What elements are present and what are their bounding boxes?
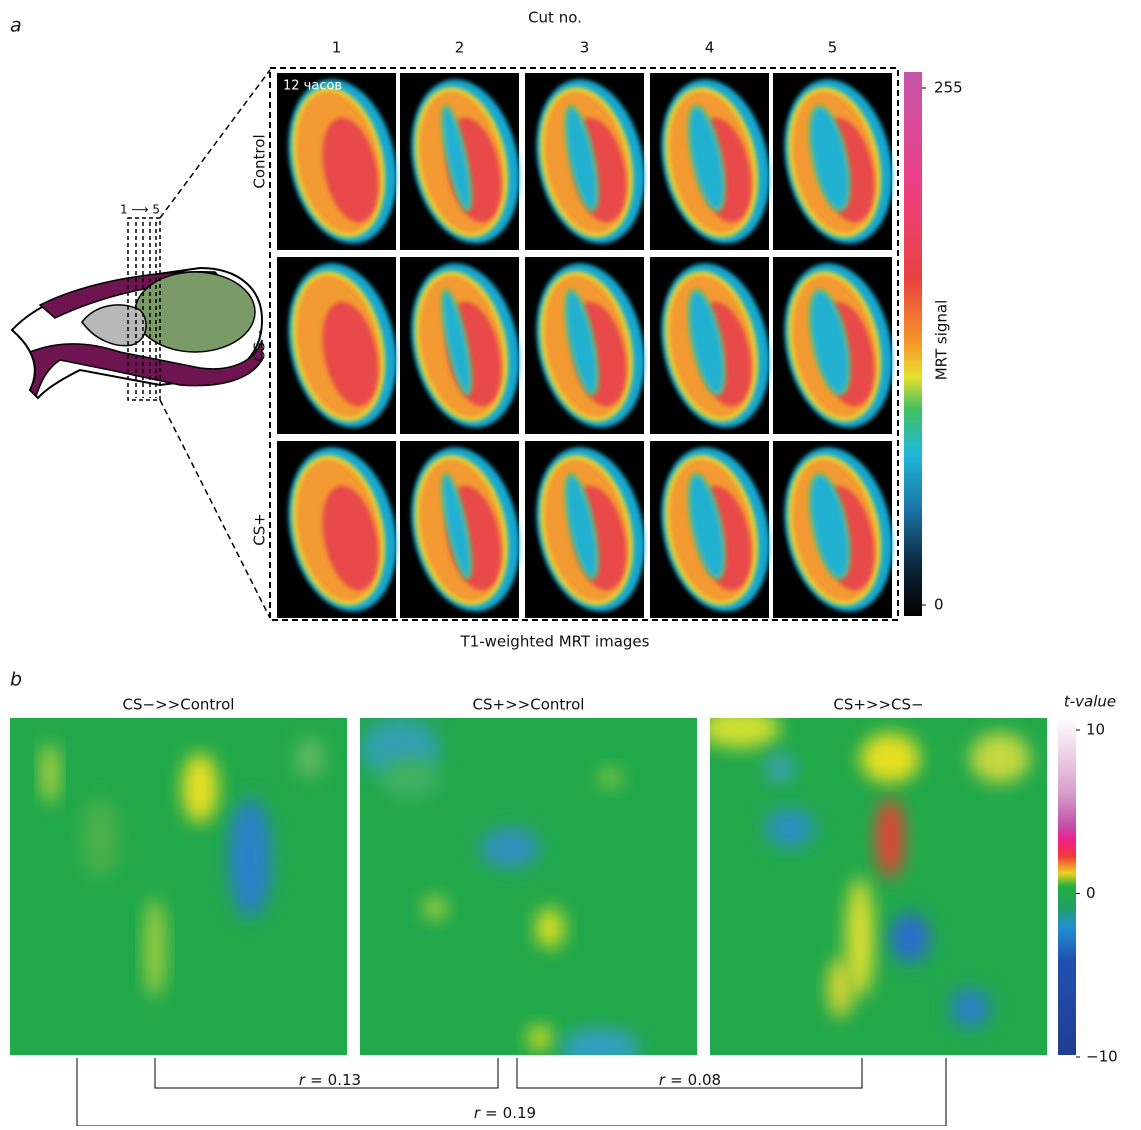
tmap-blob <box>182 753 218 823</box>
time-label: 12 часов <box>283 79 342 94</box>
mri-image <box>647 69 784 254</box>
tmap-blob <box>380 758 440 798</box>
correlation-label: r= 0.19 <box>474 1104 536 1122</box>
correlation-symbol: r <box>659 1071 666 1089</box>
tmap-blob <box>80 798 120 878</box>
correlation-value: 0.19 <box>503 1104 536 1122</box>
map-title: CS+>>CS− <box>833 696 923 714</box>
column-label: 4 <box>705 39 715 57</box>
column-label: 5 <box>828 39 838 57</box>
panel-label: a <box>10 15 22 37</box>
mri-image <box>522 69 659 254</box>
correlation-symbol: r <box>299 1071 306 1089</box>
tmap-blob <box>536 908 564 948</box>
tmap-blob <box>295 738 325 778</box>
correlation-value: 0.13 <box>328 1071 361 1089</box>
tmap-blob <box>480 828 540 868</box>
caption: T1-weighted MRT images <box>460 633 650 651</box>
tmap-background <box>10 718 347 1055</box>
tmap <box>360 718 697 1068</box>
tmap-blob <box>765 808 815 848</box>
mri-image <box>522 253 659 438</box>
correlation-label: r= 0.08 <box>659 1071 721 1089</box>
tmap-blob <box>876 798 904 878</box>
bracket <box>155 1058 498 1088</box>
mri-image <box>274 69 411 254</box>
tmap-blob <box>598 768 622 788</box>
tmap-blob <box>970 733 1030 783</box>
correlation-relation: = <box>670 1071 683 1089</box>
map-title: CS−>>Control <box>123 696 235 714</box>
figure: a Cut no. T1-weighted MRT images 1 ⟶ 5 M… <box>0 0 1141 1126</box>
tmap-blob <box>528 1026 552 1050</box>
column-label: 3 <box>580 39 590 57</box>
tmap-blob <box>860 733 920 783</box>
column-header: Cut no. <box>528 9 582 27</box>
tmap-blob <box>42 743 58 803</box>
mri-image <box>770 69 907 254</box>
mri-image <box>397 253 534 438</box>
mri-image <box>647 253 784 438</box>
colorbar-tick-label: 0 <box>934 596 944 614</box>
mri-image <box>770 253 907 438</box>
tmap-blob <box>890 913 930 963</box>
tmap-blob <box>700 708 780 748</box>
column-label: 1 <box>332 39 342 57</box>
correlation-label: r= 0.13 <box>299 1071 361 1089</box>
colorbar-tick-label: −10 <box>1086 1048 1118 1066</box>
mri-image <box>274 253 411 438</box>
skull-diagram <box>12 218 262 400</box>
tmap-blob <box>560 1028 640 1068</box>
colorbar-title: t-value <box>1064 693 1116 711</box>
mri-image <box>647 437 784 622</box>
mri-image <box>397 69 534 254</box>
row-label: CS− <box>251 329 269 362</box>
colorbar-title: MRT signal <box>933 300 951 381</box>
correlation-relation: = <box>310 1071 323 1089</box>
tmap-blob <box>423 896 447 920</box>
panel-label: b <box>10 669 22 691</box>
row-label: Control <box>251 134 269 188</box>
mri-image <box>770 437 907 622</box>
tmap-blob <box>766 754 794 782</box>
colorbar-tick-label: 10 <box>1086 721 1105 739</box>
cut-range-label: 1 ⟶ 5 <box>120 203 160 217</box>
colorbar-tick-label: 0 <box>1086 884 1096 902</box>
column-label: 2 <box>455 39 465 57</box>
tmap-blob <box>828 958 852 1018</box>
tmap <box>10 718 347 1055</box>
colorbar <box>904 72 922 616</box>
correlation-relation: = <box>485 1104 498 1122</box>
correlation-value: 0.08 <box>688 1071 721 1089</box>
mri-image <box>274 437 411 622</box>
tmap-blob <box>228 798 272 918</box>
colorbar-tick-label: 255 <box>934 79 963 97</box>
zoom-line <box>160 400 270 618</box>
correlation-symbol: r <box>474 1104 481 1122</box>
row-label: CS+ <box>251 513 269 546</box>
mri-image <box>522 437 659 622</box>
mri-image <box>397 437 534 622</box>
tmap <box>700 708 1047 1055</box>
tmap-blob <box>950 988 990 1028</box>
brain <box>135 272 255 352</box>
colorbar <box>1058 718 1076 1055</box>
tmap-blob <box>145 898 165 998</box>
map-title: CS+>>Control <box>473 696 585 714</box>
